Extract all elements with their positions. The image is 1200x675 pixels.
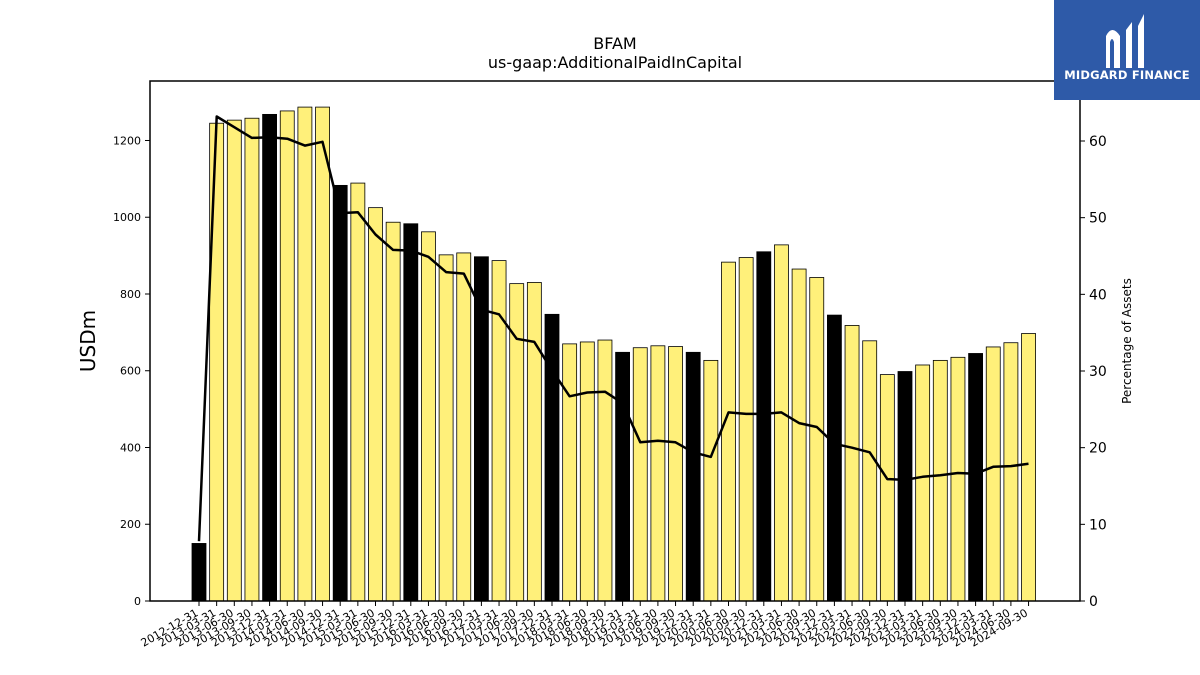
y-tick-label: 1200 <box>113 134 141 147</box>
y-tick-label: 600 <box>120 365 141 378</box>
bar-2016-06-30 <box>438 254 454 602</box>
bar-2016-03-31 <box>421 231 436 602</box>
bar-2020-03-31 <box>703 359 719 602</box>
bar-2015-03-31 <box>350 182 366 602</box>
bars-group <box>191 106 1036 602</box>
bar-2022-09-30 <box>879 374 895 602</box>
bar-2022-03-31 <box>844 325 860 602</box>
bar-2021-03-31 <box>774 244 789 602</box>
bar-2023-03-31 <box>915 364 931 602</box>
plot-frame <box>149 80 1081 602</box>
bar-2020-12-31 <box>756 251 772 602</box>
bar-2021-09-30 <box>809 277 825 602</box>
bar-2014-06-30 <box>297 106 313 602</box>
y2-tick-label: 30 <box>1089 364 1107 380</box>
bar-2017-12-31 <box>544 313 560 602</box>
bar-2016-09-30 <box>456 252 472 602</box>
axes-group: 02004006008001000120001020304050602012-1… <box>113 80 1107 650</box>
bar-2015-09-30 <box>385 221 401 602</box>
chart-subtitle: us-gaap:AdditionalPaidInCapital <box>488 53 742 72</box>
bar-2020-09-30 <box>738 257 754 602</box>
bar-2024-09-30 <box>1021 333 1036 602</box>
bar-2012-12-31 <box>191 543 207 602</box>
line-group <box>197 115 1029 542</box>
bar-2015-06-30 <box>368 207 383 602</box>
bar-2017-09-30 <box>526 282 542 602</box>
y2-tick-label: 50 <box>1089 211 1107 227</box>
y2-tick-label: 20 <box>1089 441 1107 457</box>
y-tick-label: 800 <box>120 288 141 301</box>
bar-2013-03-31 <box>209 122 225 602</box>
bar-2019-12-31 <box>685 351 701 602</box>
y2-tick-label: 40 <box>1089 287 1107 303</box>
bar-2014-03-31 <box>279 110 295 602</box>
bar-2014-09-30 <box>315 106 330 602</box>
y2-tick-label: 60 <box>1089 134 1107 150</box>
bar-2017-03-31 <box>491 260 507 602</box>
bar-2018-12-31 <box>615 351 630 602</box>
bar-2023-09-30 <box>950 356 966 602</box>
bar-2014-12-31 <box>332 184 348 602</box>
bar-2013-06-30 <box>226 119 242 602</box>
bar-2015-12-31 <box>403 223 419 602</box>
bar-2022-12-31 <box>897 371 913 602</box>
brand-logo: MIDGARD FINANCE <box>1054 0 1200 100</box>
bar-2019-09-30 <box>668 346 683 602</box>
bar-2013-09-30 <box>244 117 260 602</box>
bar-2022-06-30 <box>862 340 878 602</box>
y-tick-label: 1000 <box>113 211 141 224</box>
bar-2020-06-30 <box>721 261 736 602</box>
bar-2018-06-30 <box>579 341 595 602</box>
midgard-logo-icon <box>1106 14 1144 68</box>
y2-axis-label: Percentage of Assets <box>1120 278 1134 404</box>
y-tick-label: 200 <box>120 518 141 531</box>
y2-tick-label: 10 <box>1089 517 1107 533</box>
chart-title: BFAM <box>593 34 636 53</box>
y2-tick-label: 0 <box>1089 594 1098 610</box>
bar-2023-12-31 <box>968 353 983 602</box>
bar-2021-06-30 <box>791 268 807 602</box>
y-axis-label: USDm <box>76 310 100 372</box>
bar-2024-06-30 <box>1003 342 1019 602</box>
bar-2018-09-30 <box>597 339 613 602</box>
brand-name: MIDGARD FINANCE <box>1064 68 1190 82</box>
bar-2013-12-31 <box>262 113 278 602</box>
bar-2018-03-31 <box>562 343 578 602</box>
bar-2019-03-31 <box>632 347 648 602</box>
y-tick-label: 0 <box>134 595 141 608</box>
percentage-line <box>197 115 1029 542</box>
bar-2024-03-31 <box>985 346 1001 602</box>
bar-2023-06-30 <box>932 359 948 602</box>
bar-2019-06-30 <box>650 345 666 602</box>
y-tick-label: 400 <box>120 441 141 454</box>
bar-2021-12-31 <box>827 314 842 602</box>
